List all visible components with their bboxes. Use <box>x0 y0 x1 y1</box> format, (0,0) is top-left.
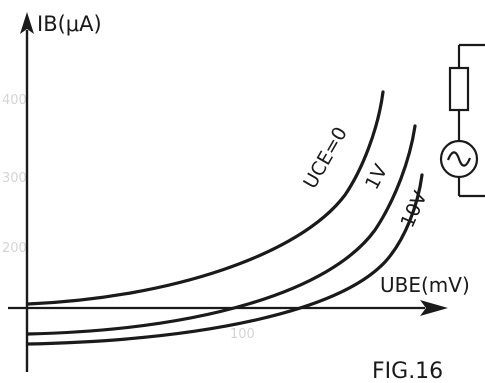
curve-label-10v: 10V <box>396 188 431 231</box>
measurement-circuit <box>439 43 485 198</box>
y-axis: IB(μA) <box>20 12 102 372</box>
curve-uce-0 <box>26 90 385 306</box>
figure-number: FIG.16 <box>372 359 443 383</box>
ghost-label-3: 200 <box>2 241 27 256</box>
curve-1v <box>26 124 417 336</box>
curves <box>26 90 424 346</box>
curve-label-1v: 1V <box>361 161 392 193</box>
curve-10v <box>26 173 424 346</box>
resistor-symbol <box>448 66 470 112</box>
ghost-label-4: 100 <box>230 327 255 342</box>
ghost-label-1: 400 <box>2 93 27 108</box>
x-axis: UBE(mV) <box>8 273 470 316</box>
x-axis-label: UBE(mV) <box>380 273 470 297</box>
x-axis-arrowhead <box>420 300 448 316</box>
y-axis-arrowhead <box>20 12 34 34</box>
y-axis-label: IB(μA) <box>37 12 102 36</box>
curve-label-uce-0: UCE=0 <box>299 123 352 192</box>
ac-source-wave-icon <box>446 151 472 167</box>
ghost-labels: 400 300 200 100 <box>2 93 255 342</box>
ghost-label-2: 300 <box>2 171 27 186</box>
